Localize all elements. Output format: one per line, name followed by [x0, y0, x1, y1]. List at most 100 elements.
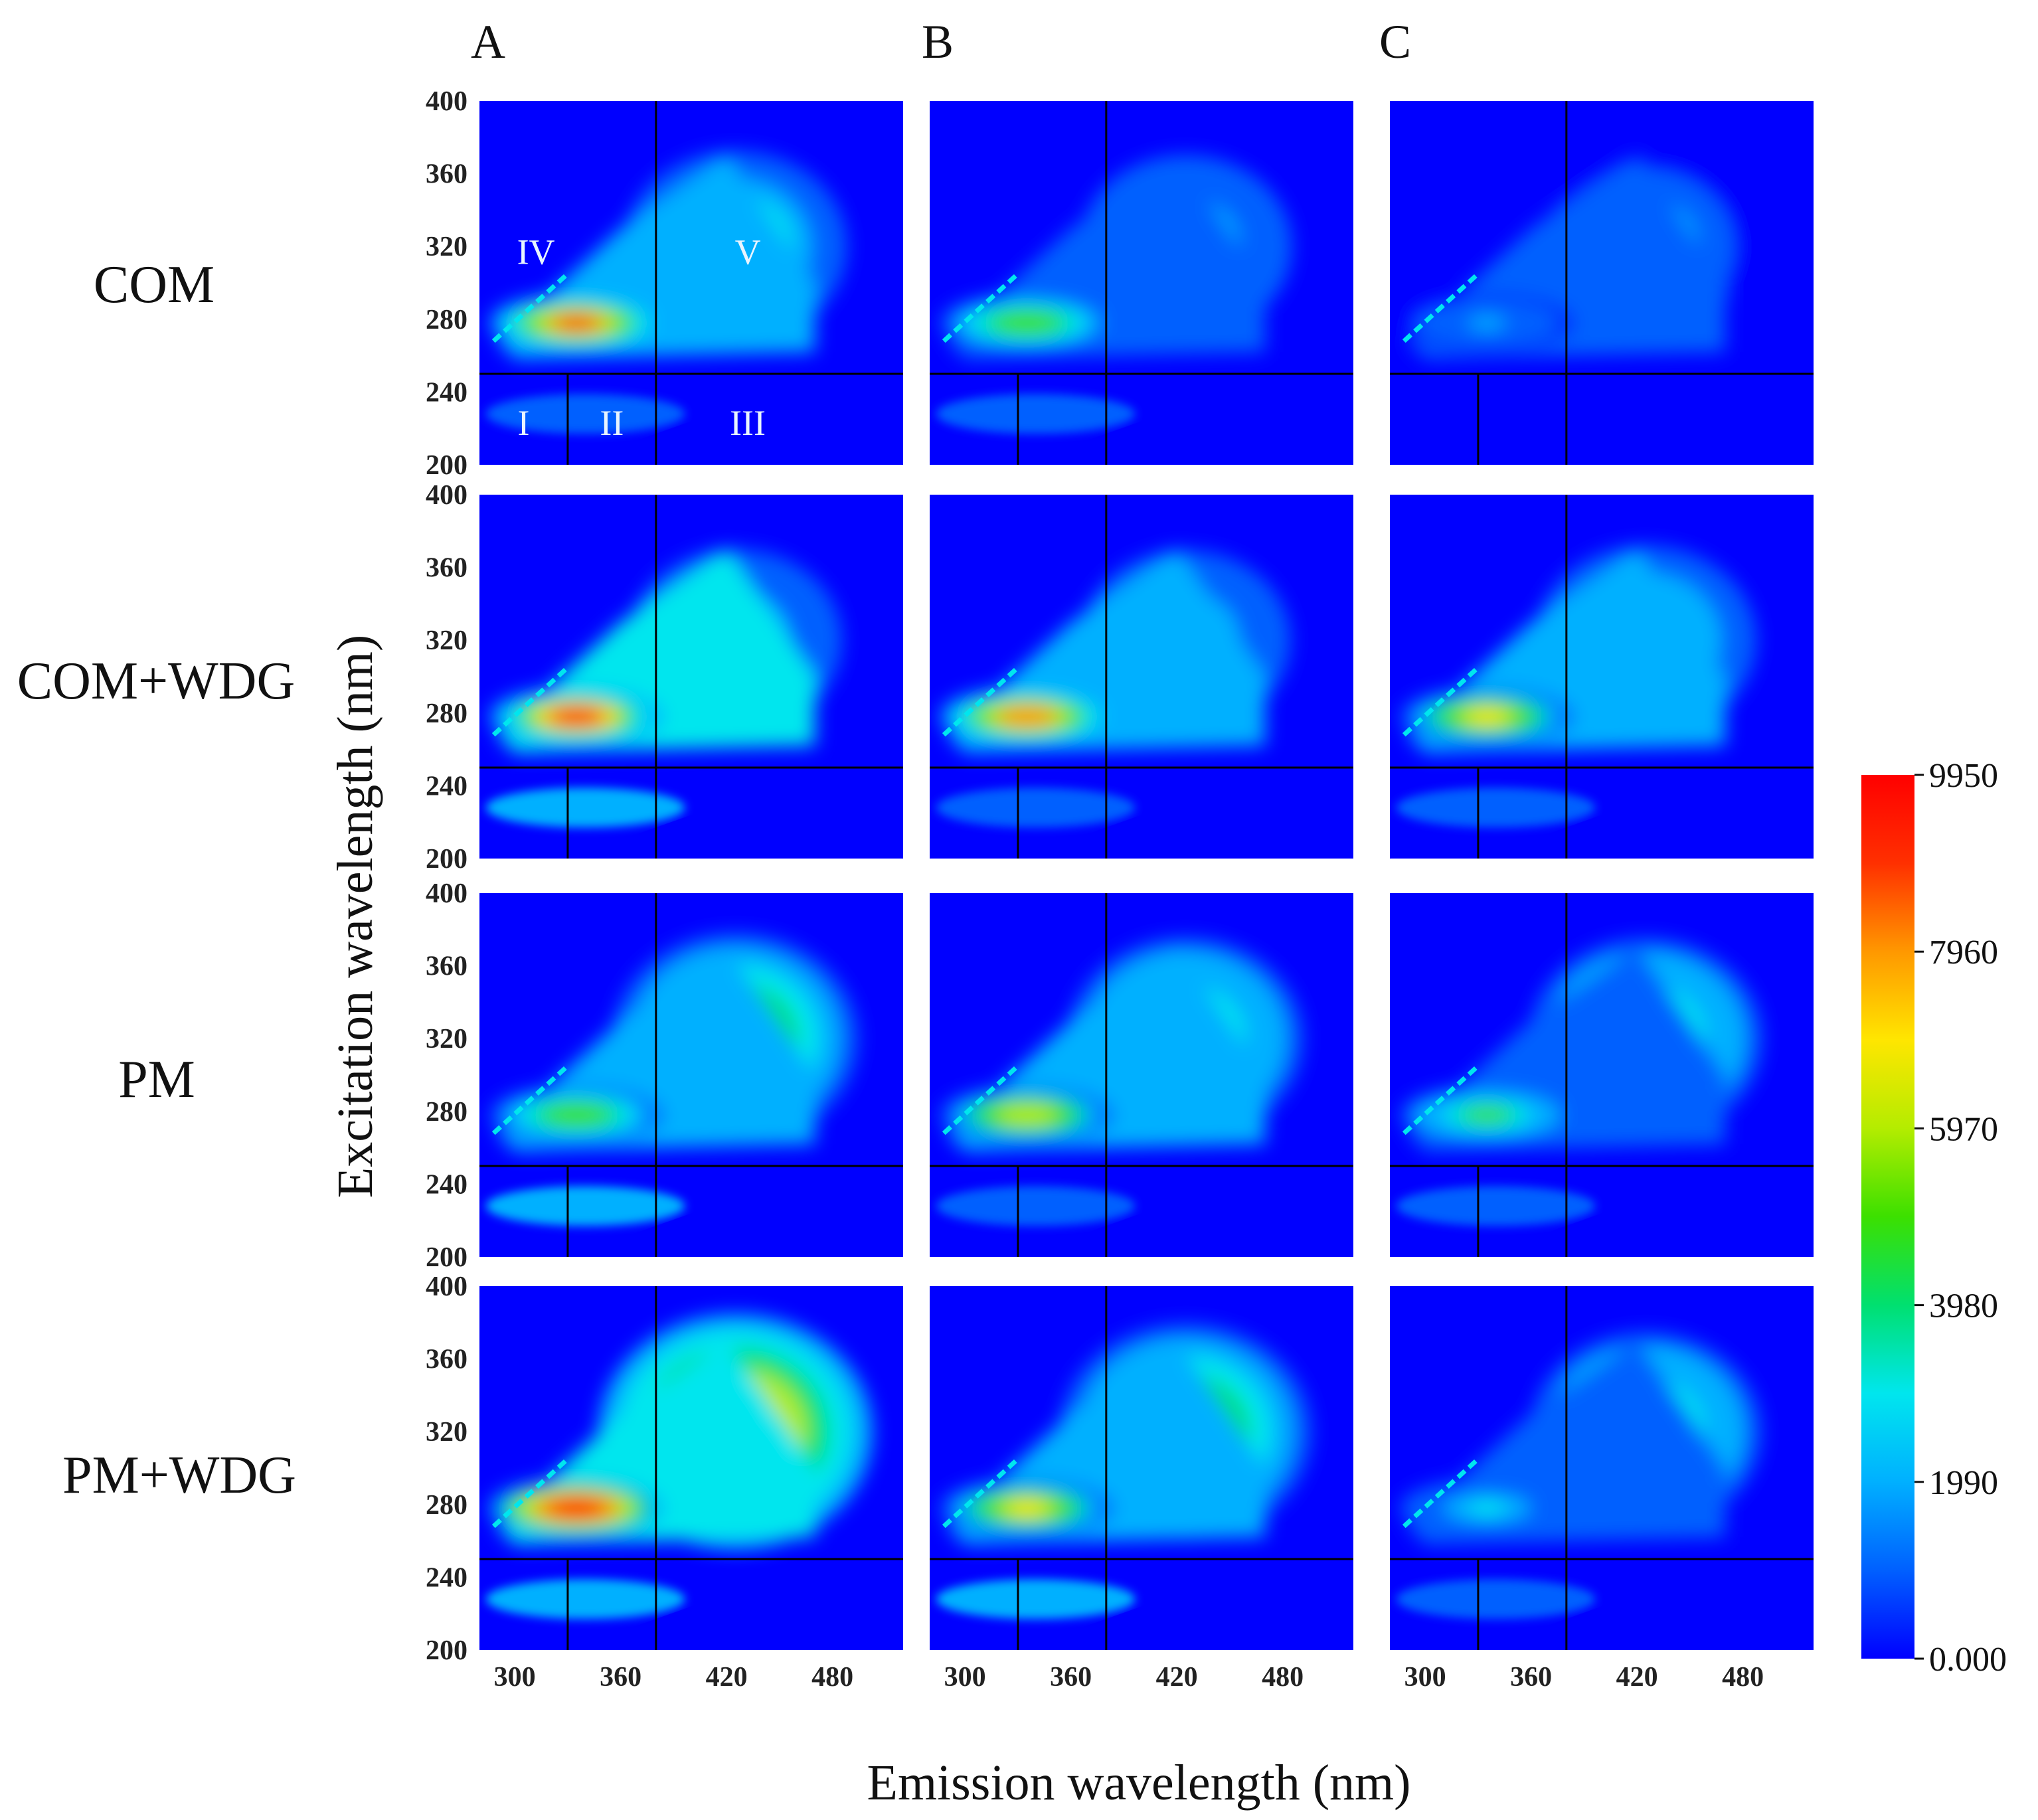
scatter-cutoff	[1017, 346, 1353, 465]
protein-contour	[1468, 316, 1506, 330]
fluorescence-map	[1396, 1332, 1814, 1650]
panel-pm-wdg-b: 300 360 420 480	[930, 1286, 1353, 1693]
panel-com-wdg-c	[1390, 495, 1814, 859]
scatter-cutoff	[1478, 1138, 1814, 1257]
y-tick-label: 400	[426, 1272, 467, 1302]
panel-com-wdg-a: 200 240 280 320 360 400	[426, 480, 903, 874]
protein-contour	[1468, 710, 1506, 724]
uv-band	[485, 1186, 685, 1226]
y-tick-label: 400	[426, 86, 467, 117]
x-tick-label: 480	[1262, 1662, 1304, 1693]
y-tick-label: 200	[426, 1242, 467, 1273]
y-tick-label: 400	[426, 878, 467, 909]
row-label-com: COM	[94, 256, 214, 314]
region-label: II	[600, 403, 624, 443]
scatter-cutoff	[1478, 740, 1814, 859]
y-tick-label: 280	[426, 1097, 467, 1127]
uv-band	[1396, 787, 1596, 828]
fluorescence-map	[485, 1313, 903, 1650]
x-tick-label: 420	[1616, 1662, 1658, 1693]
y-tick-label: 400	[426, 480, 467, 511]
scatter-line	[1402, 272, 1480, 343]
x-tick-label: 360	[600, 1662, 641, 1693]
y-tick-label: 360	[426, 1345, 467, 1375]
y-tick-label: 360	[426, 951, 467, 982]
protein-contour	[1468, 1108, 1506, 1122]
y-tick-label: 320	[426, 1024, 467, 1054]
scatter-cutoff	[1017, 1531, 1353, 1650]
scatter-line	[491, 665, 570, 737]
panel-pm-c	[1390, 893, 1814, 1257]
x-tick-label: 360	[1510, 1662, 1552, 1693]
protein-contour	[1008, 316, 1046, 330]
x-tick-label: 420	[1156, 1662, 1198, 1693]
fluorescence-map	[1396, 938, 1814, 1257]
y-tick-label: 360	[426, 553, 467, 584]
fluorescence-map	[485, 150, 903, 465]
uv-band	[485, 787, 685, 828]
x-tick-label: 420	[706, 1662, 748, 1693]
x-tick-label: 360	[1050, 1662, 1092, 1693]
row-label-pm-wdg: PM+WDG	[62, 1446, 296, 1505]
panel-com-wdg-b	[930, 495, 1353, 859]
row-label-com-wdg: COM+WDG	[17, 652, 295, 710]
uv-band	[485, 394, 685, 434]
y-tick-label: 240	[426, 377, 467, 408]
y-tick-label: 320	[426, 1417, 467, 1448]
fluorescence-map	[1396, 155, 1814, 465]
row-label-pm: PM	[118, 1050, 195, 1109]
colorbar-tick-label: 3980	[1929, 1287, 1998, 1325]
y-tick-label: 280	[426, 1490, 467, 1521]
scatter-line	[1402, 1457, 1480, 1529]
column-label-c: C	[1379, 15, 1411, 68]
x-tick-label: 300	[1404, 1662, 1446, 1693]
colorbar-tick-label: 7960	[1929, 934, 1998, 971]
y-tick-label: 240	[426, 771, 467, 801]
region-label: III	[730, 403, 766, 443]
uv-band	[1396, 1186, 1596, 1226]
panel-pm-a: 200 240 280 320 360 400	[426, 878, 903, 1273]
fluorescence-map	[936, 1323, 1353, 1650]
protein-contour	[1468, 1501, 1506, 1515]
scatter-cutoff	[567, 346, 903, 465]
y-tick-label: 200	[426, 844, 467, 874]
x-tick-label: 300	[494, 1662, 536, 1693]
panel-pm-b	[930, 893, 1353, 1257]
protein-contour	[558, 1501, 596, 1515]
colorbar-tick-label: 5970	[1929, 1110, 1998, 1148]
y-axis-label: Excitation wavelength (nm)	[327, 635, 383, 1198]
y-tick-label: 320	[426, 625, 467, 656]
scatter-cutoff	[1478, 346, 1814, 465]
x-axis-label: Emission wavelength (nm)	[867, 1755, 1411, 1811]
panel-com-c	[1390, 101, 1814, 465]
uv-band	[936, 787, 1136, 828]
panel-pm-wdg-c: 300 360 420 480	[1390, 1286, 1814, 1693]
scatter-cutoff	[1017, 1138, 1353, 1257]
y-tick-label: 280	[426, 699, 467, 729]
region-label: I	[517, 403, 529, 443]
scatter-line	[942, 665, 1020, 737]
protein-contour	[558, 316, 596, 330]
uv-band	[1396, 1579, 1596, 1619]
colorbar-tick-label: 0.000	[1929, 1641, 2007, 1679]
x-tick-label: 480	[811, 1662, 853, 1693]
region-label: IV	[517, 232, 555, 272]
colorbar-tick-label: 1990	[1929, 1464, 1998, 1502]
protein-contour	[558, 710, 596, 724]
scatter-cutoff	[567, 1138, 903, 1257]
uv-band	[1396, 394, 1596, 434]
colorbar-ticks: 9950 7960 5970 3980 1990 0.000	[1914, 757, 2007, 1679]
scatter-cutoff	[1017, 740, 1353, 859]
y-tick-label: 360	[426, 159, 467, 190]
panel-pm-wdg-a: 200 240 280 320 360 400 300 360 420 480	[426, 1272, 903, 1693]
x-tick-label: 480	[1722, 1662, 1764, 1693]
scatter-line	[491, 272, 570, 343]
scatter-line	[942, 1064, 1020, 1135]
y-tick-label: 240	[426, 1562, 467, 1593]
scatter-line	[491, 1064, 570, 1135]
y-tick-label: 200	[426, 1635, 467, 1666]
column-label-a: A	[471, 15, 505, 68]
